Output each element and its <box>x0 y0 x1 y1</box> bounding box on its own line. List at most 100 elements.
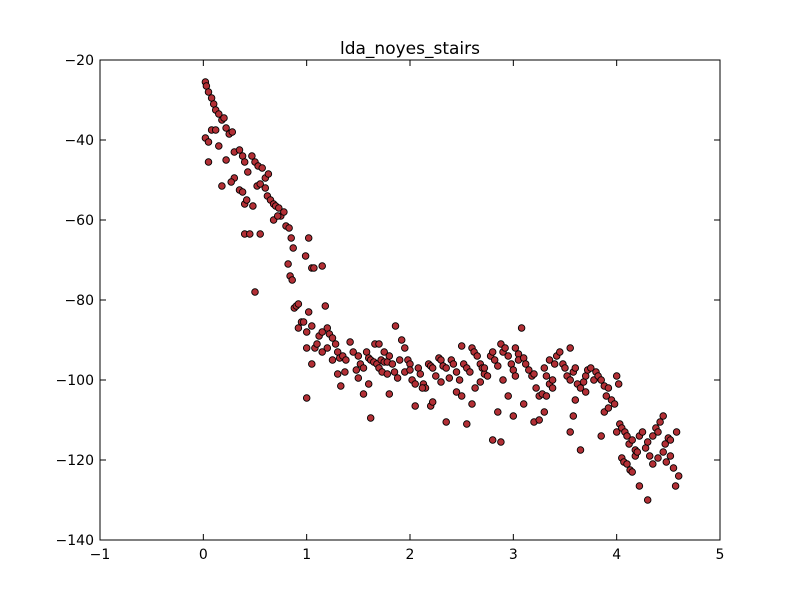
data-point <box>204 138 213 146</box>
data-point <box>449 360 458 368</box>
data-point <box>256 180 264 188</box>
data-point <box>301 252 310 260</box>
data-point <box>463 420 471 428</box>
data-point <box>385 390 394 398</box>
data-point <box>494 362 502 370</box>
data-point <box>571 364 580 372</box>
data-point <box>457 342 466 350</box>
data-point <box>483 372 492 380</box>
y-tick-label: −80 <box>64 293 94 309</box>
data-point <box>542 392 551 400</box>
data-point <box>530 370 538 378</box>
data-point <box>610 400 619 408</box>
data-point <box>566 376 574 384</box>
data-point <box>428 398 437 406</box>
data-point <box>211 126 220 134</box>
data-point <box>397 336 406 344</box>
data-point <box>256 230 264 238</box>
data-point <box>285 224 293 232</box>
data-point <box>499 376 507 384</box>
data-point <box>540 408 549 416</box>
data-point <box>628 436 636 444</box>
data-point <box>249 202 257 210</box>
data-point <box>509 412 518 420</box>
data-point <box>661 440 669 448</box>
data-point <box>659 448 667 456</box>
data-point <box>566 344 574 352</box>
data-point <box>666 452 675 460</box>
x-tick-label: −1 <box>90 547 111 563</box>
data-point <box>628 468 636 476</box>
data-point <box>468 400 476 408</box>
data-point <box>375 340 383 348</box>
data-point <box>656 418 664 426</box>
data-point <box>480 364 489 372</box>
data-point <box>654 428 662 436</box>
data-point <box>525 366 533 374</box>
data-point <box>288 276 296 284</box>
data-point <box>261 184 270 192</box>
data-point <box>521 360 530 368</box>
data-point <box>302 328 311 336</box>
data-point <box>364 380 373 388</box>
data-point <box>411 402 419 410</box>
x-tick-label: 4 <box>612 547 621 563</box>
data-point <box>623 460 631 468</box>
data-point <box>393 374 402 382</box>
data-point <box>313 340 321 348</box>
data-point <box>218 182 226 190</box>
data-point <box>328 356 337 364</box>
data-point <box>406 366 414 374</box>
data-point <box>251 288 259 296</box>
data-point <box>452 388 461 396</box>
points-layer <box>201 78 683 504</box>
data-point <box>476 378 485 386</box>
data-point <box>354 352 363 360</box>
data-point <box>643 438 652 446</box>
data-point <box>299 318 308 326</box>
data-point <box>633 448 642 456</box>
data-point <box>442 418 450 426</box>
data-point <box>471 384 479 392</box>
data-point <box>473 352 481 360</box>
axes-layer: −1 0 1 2 3 4 5 −140 −120 −100 −80 −60 −40 −20 <box>56 53 725 563</box>
data-point <box>662 458 671 466</box>
data-point <box>569 412 578 420</box>
data-point <box>597 376 605 384</box>
data-point <box>445 374 454 382</box>
data-point <box>337 382 345 390</box>
data-point <box>391 322 400 330</box>
data-point <box>452 368 461 376</box>
y-tick-label: −100 <box>56 373 94 389</box>
data-point <box>494 408 502 416</box>
data-point <box>587 364 595 372</box>
data-point <box>566 428 574 436</box>
data-point <box>238 188 247 196</box>
data-point <box>242 196 251 204</box>
data-point <box>466 368 474 376</box>
data-point <box>614 380 623 388</box>
data-point <box>659 412 667 420</box>
data-point <box>366 414 375 422</box>
data-point <box>294 300 303 308</box>
data-point <box>273 212 282 220</box>
data-point <box>548 376 557 384</box>
data-point <box>294 324 303 332</box>
data-point <box>511 344 520 352</box>
data-point <box>571 396 580 404</box>
data-point <box>442 364 450 372</box>
data-point <box>669 464 678 472</box>
data-point <box>504 392 512 400</box>
data-point <box>418 384 427 392</box>
data-point <box>323 344 332 352</box>
data-point <box>275 204 283 212</box>
data-point <box>264 170 273 178</box>
data-point <box>331 340 340 348</box>
y-tick-label: −20 <box>64 53 94 69</box>
x-tick-label: 0 <box>199 547 208 563</box>
data-point <box>308 360 316 368</box>
data-point <box>497 438 505 446</box>
data-point <box>645 452 654 460</box>
data-point <box>395 356 404 364</box>
